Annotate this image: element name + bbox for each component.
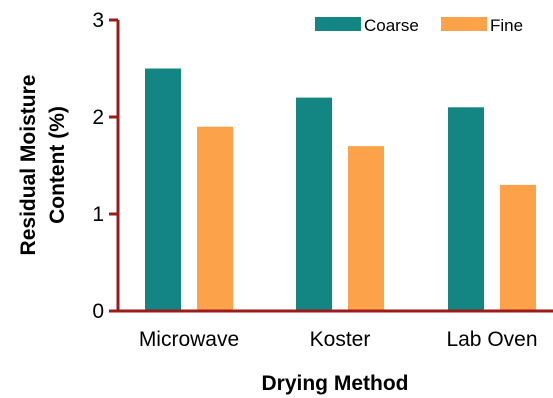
y-tick-label: 0: [92, 300, 104, 323]
bar-fine-lab-oven: [500, 184, 536, 311]
x-axis-title: Drying Method: [262, 372, 409, 395]
y-tick-label: 1: [92, 203, 104, 226]
legend-label-coarse: Coarse: [364, 16, 419, 35]
bar-coarse-koster: [296, 97, 332, 311]
x-tick-label: Lab Oven: [446, 328, 537, 351]
y-tick-label: 2: [92, 106, 104, 129]
x-tick-label: Koster: [310, 328, 371, 351]
bar-coarse-lab-oven: [448, 107, 484, 311]
legend-swatch-fine: [441, 17, 487, 31]
y-tick-label: 3: [92, 9, 104, 32]
legend-swatch-coarse: [315, 17, 361, 31]
bar-coarse-microwave: [145, 68, 181, 311]
bar-fine-koster: [348, 146, 384, 311]
bar-fine-microwave: [197, 126, 233, 311]
y-axis-title-line-2: Content (%): [46, 106, 69, 224]
y-axis-title-line-1: Residual Moisture: [17, 75, 40, 256]
legend-label-fine: Fine: [490, 16, 523, 35]
plot-area: Microwave Koster Lab Oven 0 1 2 3: [92, 9, 553, 351]
x-tick-label: Microwave: [139, 328, 239, 351]
legend: Coarse Fine: [315, 16, 523, 35]
